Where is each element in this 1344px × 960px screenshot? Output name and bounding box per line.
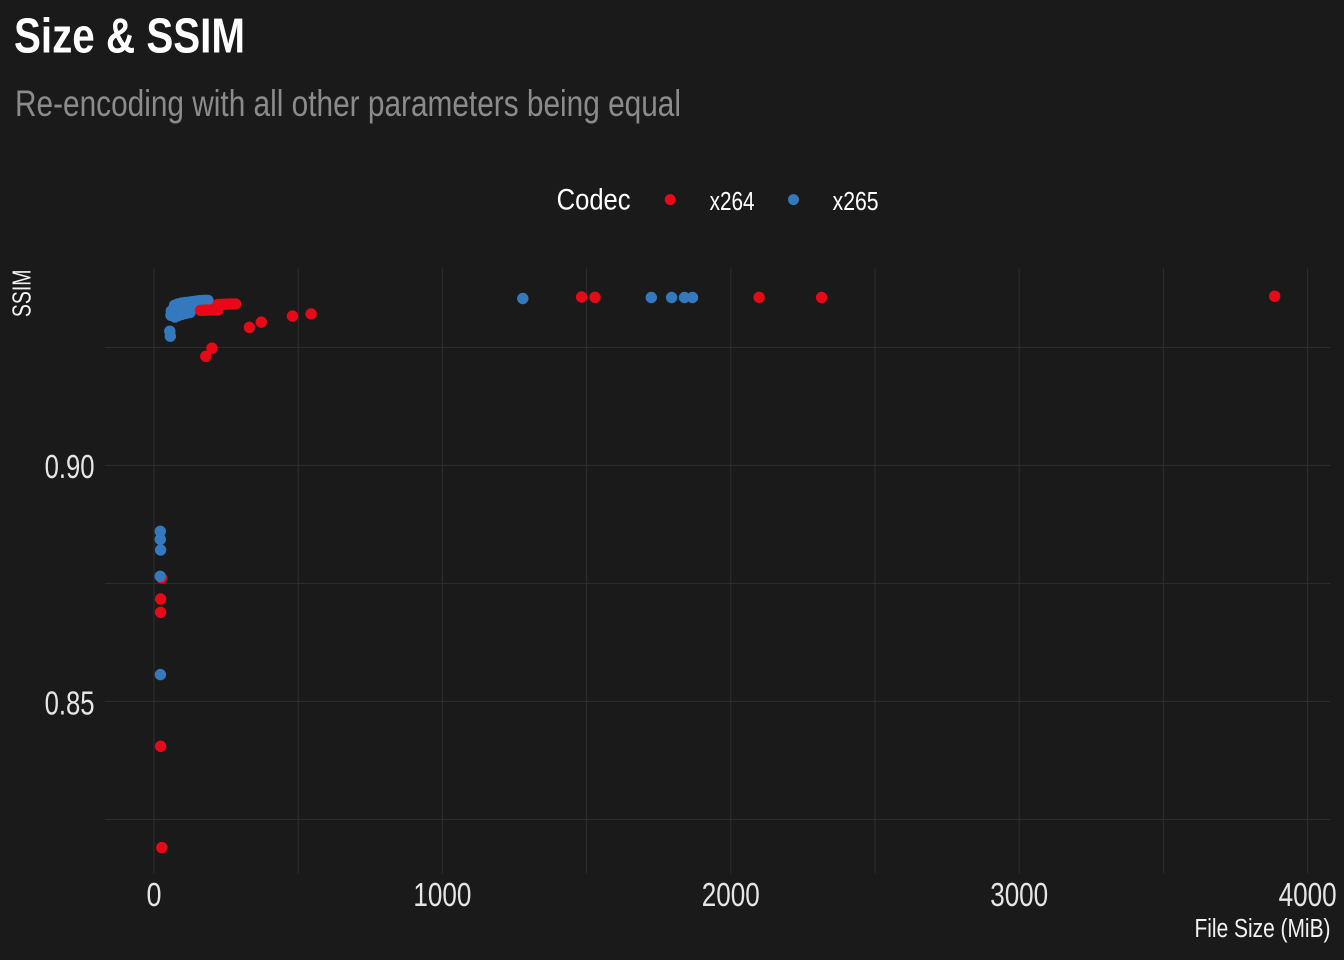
svg-text:0.90: 0.90 xyxy=(45,448,95,485)
svg-text:4000: 4000 xyxy=(1279,876,1337,913)
svg-text:2000: 2000 xyxy=(702,876,760,913)
svg-text:File Size (MiB): File Size (MiB) xyxy=(1195,915,1331,943)
svg-text:0: 0 xyxy=(147,876,162,913)
svg-text:Re-encoding with all other par: Re-encoding with all other parameters be… xyxy=(15,83,681,124)
svg-text:Size & SSIM: Size & SSIM xyxy=(14,10,245,64)
svg-text:x265: x265 xyxy=(833,188,879,216)
svg-text:3000: 3000 xyxy=(990,876,1048,913)
svg-text:SSIM: SSIM xyxy=(9,270,37,318)
svg-text:1000: 1000 xyxy=(413,876,471,913)
svg-text:0.85: 0.85 xyxy=(45,685,95,722)
svg-text:Codec: Codec xyxy=(557,184,631,217)
svg-text:x264: x264 xyxy=(710,188,755,216)
